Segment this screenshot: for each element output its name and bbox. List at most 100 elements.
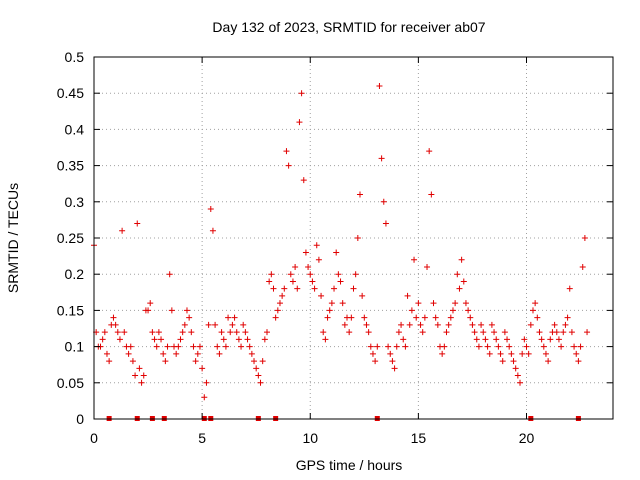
data-point xyxy=(289,278,296,285)
data-point xyxy=(562,321,569,328)
data-point xyxy=(313,242,320,249)
data-point xyxy=(119,227,126,234)
x-tick-label: 20 xyxy=(519,430,535,446)
data-point xyxy=(307,271,314,278)
data-point xyxy=(127,343,134,350)
data-point xyxy=(475,343,482,350)
data-point xyxy=(302,249,309,256)
data-point xyxy=(408,307,415,314)
data-points xyxy=(91,82,591,401)
data-point xyxy=(568,329,575,336)
data-point xyxy=(296,119,303,126)
data-point xyxy=(309,278,316,285)
data-point xyxy=(504,336,511,343)
data-point xyxy=(514,372,521,379)
data-point xyxy=(447,314,454,321)
x-tick-label: 5 xyxy=(198,430,206,446)
data-point xyxy=(181,321,188,328)
data-point xyxy=(214,343,221,350)
data-point xyxy=(242,329,249,336)
data-point xyxy=(529,307,536,314)
y-tick-label: 0 xyxy=(76,411,84,427)
data-point xyxy=(398,321,405,328)
data-point xyxy=(558,343,565,350)
data-point xyxy=(326,307,333,314)
data-point xyxy=(367,343,374,350)
data-point xyxy=(352,271,359,278)
data-point xyxy=(462,300,469,307)
data-point xyxy=(147,300,154,307)
data-point xyxy=(281,285,288,292)
data-point xyxy=(382,220,389,227)
data-point xyxy=(460,278,467,285)
y-tick-label: 0.05 xyxy=(57,375,84,391)
data-point xyxy=(411,256,418,263)
data-point xyxy=(523,343,530,350)
y-tick-label: 0.25 xyxy=(57,230,84,246)
data-point xyxy=(551,321,558,328)
data-point xyxy=(532,300,539,307)
data-point xyxy=(225,314,232,321)
data-point xyxy=(517,379,524,386)
data-point xyxy=(196,343,203,350)
data-point xyxy=(216,350,223,357)
data-point xyxy=(235,336,242,343)
data-point xyxy=(389,358,396,365)
data-point xyxy=(374,343,381,350)
data-point xyxy=(231,314,238,321)
data-point xyxy=(333,249,340,256)
data-point xyxy=(162,358,169,365)
data-point xyxy=(510,358,517,365)
data-point xyxy=(512,365,519,372)
data-point xyxy=(415,300,422,307)
data-point xyxy=(581,235,588,241)
data-point xyxy=(339,300,346,307)
data-point xyxy=(508,350,515,357)
data-point xyxy=(486,350,493,357)
data-point xyxy=(454,271,461,278)
plot-frame xyxy=(93,56,614,420)
data-point xyxy=(103,350,110,357)
data-point xyxy=(194,350,201,357)
y-tick-label: 0.5 xyxy=(65,49,85,65)
data-point xyxy=(212,321,219,328)
data-point xyxy=(385,343,392,350)
data-point xyxy=(253,365,260,372)
data-point xyxy=(320,329,327,336)
data-point xyxy=(140,372,147,379)
data-point xyxy=(575,358,582,365)
grid-lines xyxy=(94,57,613,419)
data-point xyxy=(376,82,383,89)
data-point xyxy=(400,336,407,343)
data-point xyxy=(335,271,342,278)
data-point xyxy=(555,336,562,343)
data-point xyxy=(540,343,547,350)
data-point xyxy=(324,314,331,321)
data-point xyxy=(402,343,409,350)
data-point xyxy=(112,321,119,328)
data-point xyxy=(499,358,506,365)
data-point xyxy=(318,292,325,299)
data-point xyxy=(125,350,132,357)
data-point xyxy=(173,350,180,357)
data-point xyxy=(469,321,476,328)
data-point xyxy=(99,336,106,343)
data-point xyxy=(424,263,431,270)
data-point xyxy=(359,292,366,299)
data-point xyxy=(534,314,541,321)
data-point xyxy=(166,271,173,278)
data-point xyxy=(421,314,428,321)
data-point xyxy=(199,365,206,372)
data-point xyxy=(378,155,385,162)
data-point xyxy=(207,206,214,213)
data-point xyxy=(132,372,139,379)
data-point xyxy=(106,358,113,365)
data-point xyxy=(495,343,502,350)
data-point xyxy=(478,321,485,328)
data-point xyxy=(264,329,270,336)
data-point xyxy=(201,394,208,401)
data-point xyxy=(346,329,353,336)
data-point xyxy=(354,235,361,241)
data-point xyxy=(579,263,586,270)
data-point xyxy=(190,343,197,350)
